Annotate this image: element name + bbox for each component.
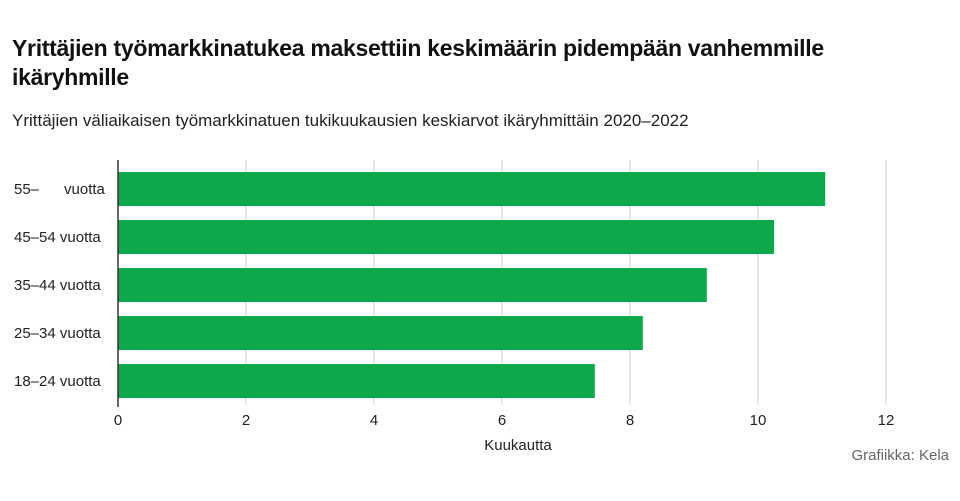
bar-4 bbox=[118, 364, 595, 398]
x-tick-label-4: 8 bbox=[626, 412, 634, 429]
category-label-4: 18–24 vuotta bbox=[14, 373, 101, 390]
category-labels: 55– vuotta 45–54 vuotta 35–44 vuotta 25–34 … bbox=[14, 181, 106, 390]
bar-2 bbox=[118, 268, 707, 302]
bar-1 bbox=[118, 220, 774, 254]
category-label-1: 45–54 vuotta bbox=[14, 229, 101, 246]
x-tick-label-1: 2 bbox=[242, 412, 250, 429]
x-tick-label-5: 10 bbox=[750, 412, 767, 429]
x-tick-label-2: 4 bbox=[370, 412, 378, 429]
credit-text: Grafiikka: Kela bbox=[851, 447, 949, 464]
chart-subtitle: Yrittäjien väliaikaisen työmarkkinatuen … bbox=[12, 111, 689, 130]
category-label-2: 35–44 vuotta bbox=[14, 277, 101, 294]
x-tick-labels: 0 2 4 6 8 10 12 bbox=[114, 412, 895, 429]
x-tick-label-3: 6 bbox=[498, 412, 506, 429]
bars bbox=[118, 172, 826, 398]
x-tick-label-6: 12 bbox=[878, 412, 895, 429]
bar-0 bbox=[118, 172, 826, 206]
chart-title: Yrittäjien työmarkkinatukea maksettiin k… bbox=[12, 35, 824, 90]
category-label-3: 25–34 vuotta bbox=[14, 325, 101, 342]
category-label-0: 55– vuotta bbox=[14, 181, 106, 198]
bar-3 bbox=[118, 316, 643, 350]
x-axis-label: Kuukautta bbox=[484, 437, 552, 454]
x-tick-label-0: 0 bbox=[114, 412, 122, 429]
